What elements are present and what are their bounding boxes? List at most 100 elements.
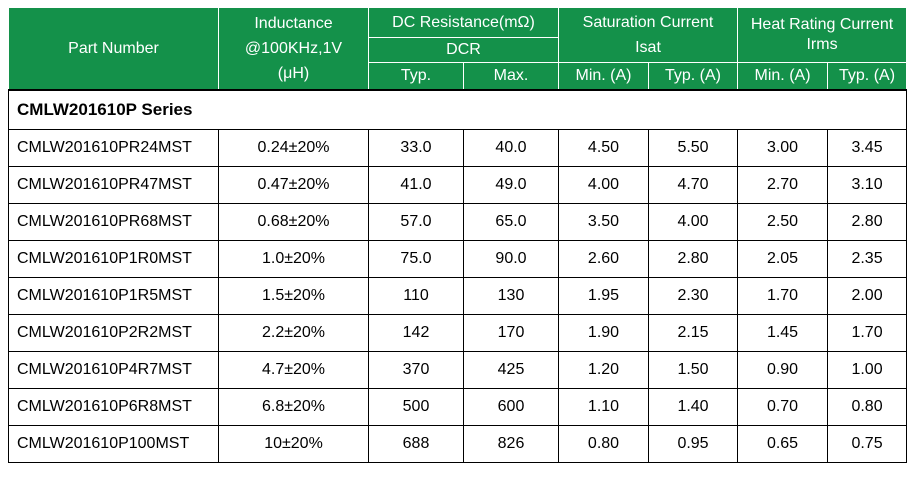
header-dc-resistance: DC Resistance(mΩ) — [368, 7, 559, 38]
header-irms-min: Min. (A) — [737, 62, 829, 91]
irms-min-cell: 2.05 — [737, 240, 829, 278]
header-heat-line1: Heat Rating Current — [750, 16, 894, 33]
irms-typ-cell: 1.00 — [827, 351, 908, 389]
part-number-cell: CMLW201610P6R8MST — [8, 388, 219, 426]
isat-min-cell: 1.20 — [558, 351, 649, 389]
dcr-typ-cell: 33.0 — [368, 129, 464, 167]
series-title: CMLW201610P Series — [7, 89, 908, 130]
header-inductance: Inductance @100KHz,1V (μH) — [218, 7, 369, 91]
irms-typ-cell: 0.75 — [827, 425, 908, 463]
isat-typ-cell: 4.00 — [647, 203, 739, 241]
header-dcr-max: Max. — [463, 62, 559, 91]
header-inductance-line2: @100KHz,1V — [244, 39, 343, 57]
header-isat-min: Min. (A) — [558, 62, 649, 91]
header-inductance-line3: (μH) — [277, 64, 310, 82]
dcr-max-cell: 170 — [463, 314, 559, 352]
isat-typ-cell: 2.30 — [647, 277, 739, 315]
dcr-typ-cell: 41.0 — [368, 166, 464, 204]
inductance-cell: 0.68±20% — [218, 203, 369, 241]
part-number-cell: CMLW201610P2R2MST — [8, 314, 219, 352]
part-number-cell: CMLW201610P100MST — [8, 425, 219, 463]
irms-typ-cell: 3.45 — [827, 129, 908, 167]
table-row: CMLW201610P6R8MST 6.8±20% 500 600 1.10 1.40 0.… — [8, 388, 908, 426]
dcr-max-cell: 65.0 — [463, 203, 559, 241]
isat-min-cell: 1.10 — [558, 388, 649, 426]
irms-min-cell: 1.45 — [737, 314, 829, 352]
dcr-max-cell: 600 — [463, 388, 559, 426]
isat-min-cell: 3.50 — [558, 203, 649, 241]
part-number-cell: CMLW201610PR68MST — [8, 203, 219, 241]
irms-min-cell: 0.65 — [737, 425, 829, 463]
dcr-typ-cell: 688 — [368, 425, 464, 463]
irms-min-cell: 2.50 — [737, 203, 829, 241]
header-irms-typ: Typ. (A) — [827, 62, 908, 91]
isat-typ-cell: 2.15 — [647, 314, 739, 352]
isat-typ-cell: 1.50 — [647, 351, 739, 389]
table-row: CMLW201610PR68MST 0.68±20% 57.0 65.0 3.50 4.0… — [8, 203, 908, 241]
irms-typ-cell: 1.70 — [827, 314, 908, 352]
dcr-max-cell: 40.0 — [463, 129, 559, 167]
irms-typ-cell: 2.00 — [827, 277, 908, 315]
header-heat-rating-current: Heat Rating Current Irms — [737, 7, 908, 63]
dcr-typ-cell: 370 — [368, 351, 464, 389]
inductance-cell: 0.24±20% — [218, 129, 369, 167]
table-row: CMLW201610P1R5MST 1.5±20% 110 130 1.95 2.30 1.… — [8, 277, 908, 315]
table-body: CMLW201610P Series CMLW201610PR24MST 0.24… — [7, 89, 908, 463]
part-number-cell: CMLW201610P1R0MST — [8, 240, 219, 278]
inductance-cell: 1.5±20% — [218, 277, 369, 315]
header-inductance-line1: Inductance — [254, 14, 333, 32]
part-number-cell: CMLW201610P4R7MST — [8, 351, 219, 389]
table-header: Part Number Inductance @100KHz,1V (μH) D… — [8, 7, 908, 91]
isat-min-cell: 4.00 — [558, 166, 649, 204]
isat-min-cell: 4.50 — [558, 129, 649, 167]
dcr-typ-cell: 57.0 — [368, 203, 464, 241]
inductance-cell: 1.0±20% — [218, 240, 369, 278]
spec-table-container: Part Number Inductance @100KHz,1V (μH) D… — [7, 7, 908, 463]
isat-typ-cell: 4.70 — [647, 166, 739, 204]
header-saturation-current: Saturation Current Isat — [557, 7, 739, 63]
isat-typ-cell: 1.40 — [647, 388, 739, 426]
dcr-max-cell: 90.0 — [463, 240, 559, 278]
irms-min-cell: 1.70 — [737, 277, 829, 315]
dcr-max-cell: 130 — [463, 277, 559, 315]
irms-min-cell: 3.00 — [737, 129, 829, 167]
dcr-max-cell: 826 — [463, 425, 559, 463]
header-heat-line2: Irms — [806, 36, 838, 53]
table-row: CMLW201610PR47MST 0.47±20% 41.0 49.0 4.00 4.7… — [8, 166, 908, 204]
part-number-cell: CMLW201610P1R5MST — [8, 277, 219, 315]
irms-min-cell: 0.70 — [737, 388, 829, 426]
isat-min-cell: 1.95 — [558, 277, 649, 315]
dcr-max-cell: 49.0 — [463, 166, 559, 204]
dcr-max-cell: 425 — [463, 351, 559, 389]
isat-typ-cell: 2.80 — [647, 240, 739, 278]
dcr-typ-cell: 142 — [368, 314, 464, 352]
dcr-typ-cell: 500 — [368, 388, 464, 426]
series-row: CMLW201610P Series — [7, 89, 908, 130]
inductor-spec-table: Part Number Inductance @100KHz,1V (μH) D… — [7, 7, 908, 463]
dcr-typ-cell: 110 — [368, 277, 464, 315]
dcr-typ-cell: 75.0 — [368, 240, 464, 278]
inductance-cell: 2.2±20% — [218, 314, 369, 352]
part-number-cell: CMLW201610PR47MST — [8, 166, 219, 204]
isat-typ-cell: 0.95 — [647, 425, 739, 463]
header-isat-typ: Typ. (A) — [647, 62, 739, 91]
irms-typ-cell: 3.10 — [827, 166, 908, 204]
table-row: CMLW201610P2R2MST 2.2±20% 142 170 1.90 2.15 1.… — [8, 314, 908, 352]
inductance-cell: 10±20% — [218, 425, 369, 463]
part-number-cell: CMLW201610PR24MST — [8, 129, 219, 167]
header-part-number: Part Number — [8, 7, 219, 91]
isat-min-cell: 2.60 — [558, 240, 649, 278]
isat-min-cell: 1.90 — [558, 314, 649, 352]
header-saturation-line1: Saturation Current — [582, 13, 714, 31]
irms-min-cell: 2.70 — [737, 166, 829, 204]
inductance-cell: 0.47±20% — [218, 166, 369, 204]
header-dcr-typ: Typ. — [368, 62, 464, 91]
table-row: CMLW201610P100MST 10±20% 688 826 0.80 0.95 0.6… — [8, 425, 908, 463]
table-row: CMLW201610P1R0MST 1.0±20% 75.0 90.0 2.60 2.80… — [8, 240, 908, 278]
table-row: CMLW201610P4R7MST 4.7±20% 370 425 1.20 1.50 0.… — [8, 351, 908, 389]
isat-typ-cell: 5.50 — [647, 129, 739, 167]
irms-typ-cell: 2.35 — [827, 240, 908, 278]
irms-min-cell: 0.90 — [737, 351, 829, 389]
irms-typ-cell: 2.80 — [827, 203, 908, 241]
header-saturation-line2: Isat — [635, 38, 661, 56]
